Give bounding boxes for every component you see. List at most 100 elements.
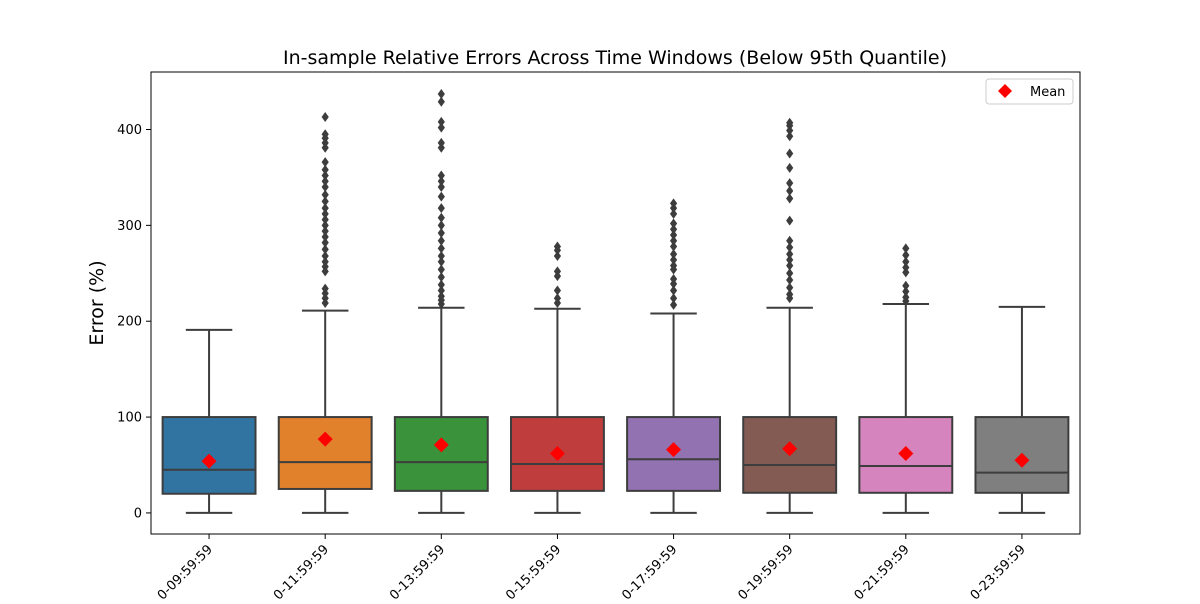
outlier-point — [669, 224, 678, 235]
outlier-point — [437, 212, 445, 223]
outlier-point — [321, 203, 329, 214]
legend-mean-marker — [998, 84, 1012, 98]
legend: Mean — [985, 78, 1074, 105]
box-0-15:59:59 — [509, 416, 605, 492]
outlier-point — [786, 242, 794, 253]
outlier-point — [786, 260, 794, 271]
outlier-point — [902, 250, 910, 261]
outlier-point — [437, 235, 445, 246]
box-0-11:59:59 — [277, 416, 373, 490]
outlier-point — [786, 289, 794, 300]
mean-marker — [782, 441, 798, 457]
outlier-point — [786, 274, 794, 285]
outlier-point — [669, 198, 678, 209]
outlier-point — [669, 274, 678, 285]
outlier-point — [321, 226, 329, 237]
outlier-point — [321, 129, 329, 140]
outlier-point — [321, 112, 329, 123]
outlier-point — [786, 117, 794, 128]
outlier-point — [321, 251, 329, 262]
outlier-point — [902, 286, 910, 297]
outlier-point — [669, 285, 678, 296]
outlier-point — [321, 208, 329, 219]
y-tick-label: 400 — [117, 123, 142, 138]
outlier-point — [786, 254, 794, 265]
outlier-point — [669, 218, 678, 229]
outlier-point — [786, 185, 794, 196]
y-tick-label: 300 — [117, 219, 142, 234]
outlier-point — [437, 203, 445, 214]
y-tick-label: 100 — [117, 411, 142, 426]
outlier-point — [437, 116, 445, 127]
outlier-point — [437, 256, 445, 267]
outlier-point — [321, 237, 329, 248]
outlier-point — [437, 251, 445, 262]
outlier-point — [669, 299, 678, 310]
outlier-point — [669, 235, 678, 246]
outlier-point — [437, 243, 445, 254]
outlier-point — [786, 235, 794, 246]
outlier-point — [321, 244, 329, 255]
outlier-point — [902, 256, 910, 267]
outlier-point — [437, 182, 445, 193]
outlier-point — [321, 231, 329, 242]
outlier-point — [321, 164, 329, 175]
outlier-point — [321, 170, 329, 181]
outlier-point — [669, 254, 678, 265]
outlier-point — [437, 228, 445, 239]
outlier-point — [437, 89, 445, 100]
outlier-point — [437, 220, 445, 231]
outlier-point — [437, 170, 445, 181]
outlier-point — [437, 291, 445, 302]
outlier-point — [437, 285, 445, 296]
outlier-point — [437, 191, 445, 202]
outlier-point — [786, 268, 794, 279]
outlier-point — [553, 251, 562, 262]
mean-marker — [201, 453, 217, 469]
outlier-point — [902, 243, 910, 254]
legend-label-mean: Mean — [1030, 85, 1065, 100]
y-axis-label: Error (%) — [86, 260, 108, 345]
outlier-point — [669, 249, 678, 260]
outlier-point — [902, 292, 910, 303]
outlier-point — [437, 96, 445, 107]
outlier-point — [669, 208, 678, 219]
outlier-point — [321, 157, 329, 168]
chart-title: In-sample Relative Errors Across Time Wi… — [283, 47, 947, 69]
outlier-point — [786, 249, 794, 260]
outlier-point — [553, 241, 562, 252]
box-0-13:59:59 — [393, 416, 489, 492]
outlier-point — [553, 293, 562, 304]
outlier-point — [786, 193, 794, 204]
outlier-point — [902, 262, 910, 273]
outlier-point — [669, 293, 678, 304]
outlier-point — [321, 196, 329, 207]
outlier-point — [553, 266, 562, 277]
outlier-point — [321, 283, 329, 294]
outlier-point — [902, 280, 910, 291]
outlier-point — [321, 189, 329, 200]
outlier-point — [669, 260, 678, 271]
outlier-point — [321, 256, 329, 267]
outlier-point — [786, 282, 794, 293]
outlier-point — [786, 131, 794, 142]
outlier-point — [321, 220, 329, 231]
outlier-point — [437, 122, 445, 133]
y-tick-label: 0 — [134, 506, 142, 521]
plot-frame — [150, 71, 1081, 535]
outlier-point — [786, 215, 794, 226]
outlier-point — [437, 176, 445, 187]
outlier-point — [437, 279, 445, 290]
mean-marker — [433, 437, 449, 453]
outlier-point — [669, 241, 678, 252]
outlier-point — [321, 176, 329, 187]
mean-marker — [898, 445, 914, 461]
outlier-point — [669, 229, 678, 240]
mean-marker — [1014, 452, 1030, 468]
mean-marker — [549, 445, 565, 461]
mean-marker — [666, 442, 682, 458]
mean-marker — [317, 431, 333, 447]
legend-box — [985, 78, 1074, 105]
